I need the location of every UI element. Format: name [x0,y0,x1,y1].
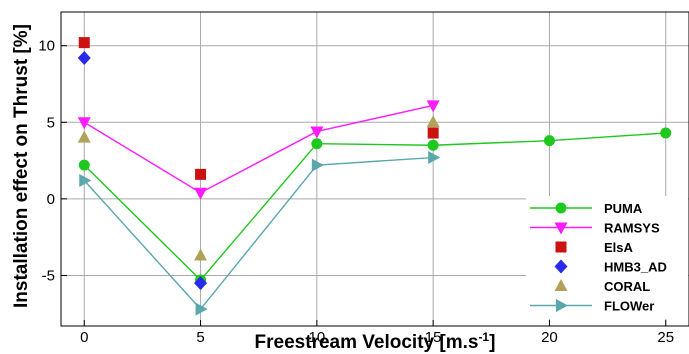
legend-label: PUMA [604,201,643,216]
data-point-flower [428,151,441,165]
legend-entry-ramsys: RAMSYS [530,221,660,236]
x-axis-label-suffix: ] [489,332,495,353]
legend-label: CORAL [604,279,650,294]
y-tick-label: 10 [38,38,55,55]
data-point-flower [311,158,324,172]
series-line-puma [83,132,666,282]
legend-marker [556,299,568,312]
legend: PUMA RAMSYS ElsA HMB3_AD CORAL FLOWer [526,196,688,319]
y-tick-label: 5 [47,114,55,131]
data-point-flower [195,302,208,316]
data-point-elsa [195,168,207,180]
series-flower [79,151,441,316]
legend-label: HMB3_AD [604,260,667,275]
legend-label: FLOWer [604,299,654,314]
legend-label: ElsA [604,240,634,255]
x-tick-label: 5 [196,329,204,346]
data-point-elsa [427,127,439,139]
series-line-flower [83,156,434,311]
y-tick-label: 0 [47,191,55,208]
data-point-puma [311,138,323,150]
legend-entry-hmb3-ad: HMB3_AD [554,259,667,275]
data-point-puma [543,135,555,147]
legend-marker [554,279,568,291]
data-point-puma [427,139,439,151]
data-point-ramsys [194,187,208,200]
x-axis-label-main: Freestream Velocity [m.s [255,332,479,353]
legend-marker [555,202,567,214]
legend-entry-flower: FLOWer [530,299,654,314]
data-point-ramsys [426,100,440,113]
grid [61,12,689,326]
x-axis-label-superscript: -1 [478,330,489,344]
series-elsa [78,37,439,180]
data-point-hmb3-ad [77,50,91,65]
data-point-elsa [78,37,90,49]
data-point-coral [194,248,208,261]
data-point-ramsys [77,117,91,130]
data-point-puma [660,127,672,139]
series-ramsys [77,100,440,200]
legend-marker [554,222,568,235]
x-axis-label: Freestream Velocity [m.s-1] [255,330,496,353]
data-point-flower [79,173,92,187]
data-point-coral [77,130,91,143]
legend-entry-coral: CORAL [554,279,650,294]
x-tick-label: 10 [309,329,326,346]
x-tick-label: 20 [541,329,558,346]
data-point-ramsys [310,126,324,139]
data-point-coral [426,115,440,128]
y-axis-label: Installation effect on Thrust [%] [11,24,32,308]
x-tick-label: 0 [80,329,88,346]
series-layer [77,37,672,316]
plot-frame [60,11,689,327]
legend-background [526,196,688,319]
data-point-puma [78,159,90,171]
y-tick-label: -5 [42,267,55,284]
legend-label: RAMSYS [604,221,660,236]
series-hmb3-ad [77,50,208,291]
x-tick-label: 15 [425,329,442,346]
legend-entry-puma: PUMA [530,201,643,216]
legend-marker [554,259,568,274]
legend-marker [555,241,567,253]
series-line-ramsys [83,104,434,194]
legend-entry-elsa: ElsA [555,240,634,255]
series-coral [77,115,440,261]
x-tick-label: 25 [657,329,674,346]
data-point-hmb3-ad [194,276,208,291]
axis-ticks: 0 5 10 15 20 25 -5 0 5 10 [38,38,674,346]
